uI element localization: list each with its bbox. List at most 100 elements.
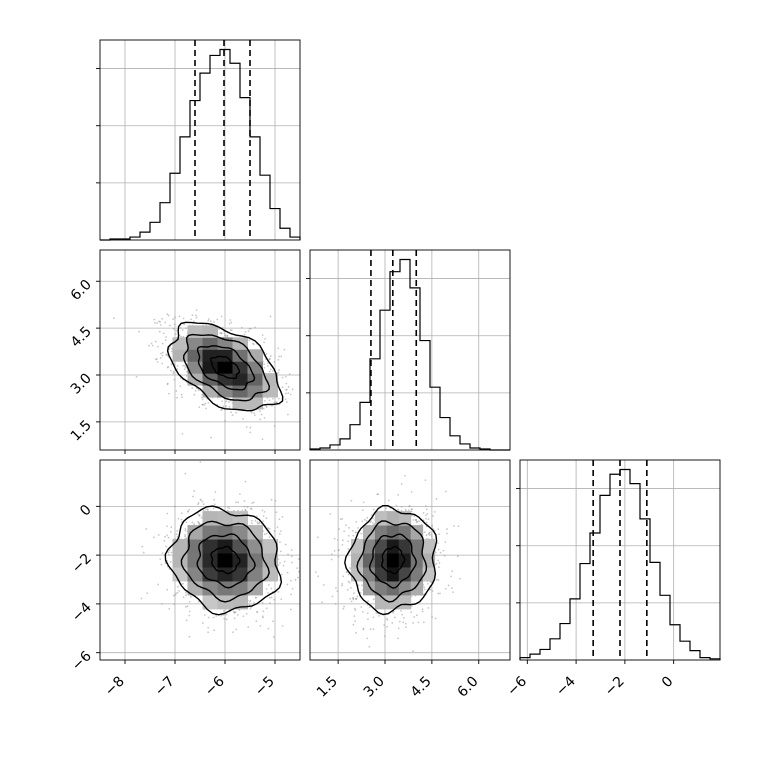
sample-point bbox=[265, 517, 268, 520]
sample-point bbox=[184, 529, 187, 532]
sample-point bbox=[269, 315, 272, 318]
sample-point bbox=[341, 543, 344, 546]
sample-point bbox=[298, 570, 300, 573]
xtick-label-p0: −5 bbox=[252, 674, 278, 700]
sample-point bbox=[349, 566, 351, 569]
sample-point bbox=[369, 628, 372, 631]
sample-point bbox=[429, 531, 431, 534]
sample-point bbox=[261, 438, 264, 441]
sample-point bbox=[430, 533, 433, 536]
sample-point bbox=[415, 518, 417, 521]
sample-point bbox=[142, 551, 145, 554]
sample-point bbox=[352, 623, 355, 626]
sample-point bbox=[421, 608, 424, 611]
sample-point bbox=[254, 519, 257, 522]
sample-point bbox=[280, 598, 283, 601]
sample-point bbox=[362, 627, 365, 630]
histogram-step-line bbox=[100, 48, 301, 241]
sample-point bbox=[438, 533, 441, 536]
panel-content bbox=[310, 460, 510, 660]
sample-point bbox=[256, 611, 258, 613]
sample-point bbox=[302, 546, 304, 548]
sample-point bbox=[159, 558, 162, 561]
density-cell bbox=[232, 539, 248, 554]
sample-point bbox=[188, 614, 191, 617]
xtick-label-p1: 4.5 bbox=[408, 674, 435, 701]
sample-point bbox=[184, 605, 187, 608]
sample-point bbox=[230, 321, 233, 324]
sample-point bbox=[252, 343, 255, 346]
sample-point bbox=[439, 551, 442, 554]
sample-point bbox=[159, 320, 162, 323]
sample-point bbox=[400, 609, 402, 612]
sample-point bbox=[433, 510, 436, 513]
sample-point bbox=[173, 323, 176, 326]
ytick-label-p2: −4 bbox=[69, 599, 95, 625]
sample-point bbox=[350, 600, 353, 603]
sample-point bbox=[172, 372, 175, 375]
sample-point bbox=[412, 519, 415, 521]
sample-point bbox=[403, 616, 405, 619]
density-cell bbox=[374, 580, 388, 596]
sample-point bbox=[444, 587, 447, 590]
sample-point bbox=[283, 348, 286, 351]
sample-point bbox=[456, 555, 459, 558]
sample-point bbox=[354, 609, 357, 612]
density-cell bbox=[386, 553, 400, 568]
sample-point bbox=[185, 594, 188, 597]
sample-point bbox=[278, 355, 280, 358]
sample-point bbox=[263, 533, 266, 536]
sample-point bbox=[366, 612, 369, 615]
sample-point bbox=[245, 612, 248, 615]
sample-point bbox=[166, 588, 169, 591]
sample-point bbox=[270, 404, 273, 407]
sample-point bbox=[166, 512, 169, 515]
sample-point bbox=[301, 523, 303, 525]
sample-point bbox=[235, 411, 237, 414]
sample-point bbox=[335, 586, 337, 589]
sample-point bbox=[253, 326, 256, 329]
sample-point bbox=[410, 490, 413, 493]
density-cell bbox=[232, 525, 248, 540]
sample-point bbox=[161, 602, 163, 605]
sample-point bbox=[357, 527, 359, 529]
sample-point bbox=[263, 510, 266, 513]
sample-point bbox=[175, 592, 178, 595]
sample-point bbox=[253, 602, 255, 604]
sample-point bbox=[279, 530, 282, 533]
sample-point bbox=[401, 613, 403, 616]
sample-point bbox=[279, 550, 282, 553]
sample-point bbox=[368, 645, 371, 648]
sample-point bbox=[356, 595, 359, 598]
sample-point bbox=[270, 596, 273, 599]
sample-point bbox=[290, 549, 293, 551]
sample-point bbox=[386, 618, 389, 621]
sample-point bbox=[235, 628, 238, 631]
sample-point bbox=[412, 650, 414, 653]
sample-point bbox=[290, 593, 293, 596]
sample-point bbox=[164, 339, 167, 342]
sample-point bbox=[376, 493, 379, 496]
sample-point bbox=[330, 558, 333, 561]
sample-point bbox=[431, 537, 434, 540]
sample-point bbox=[157, 345, 159, 348]
sample-point bbox=[191, 387, 194, 389]
sample-point bbox=[193, 490, 196, 492]
sample-point bbox=[291, 587, 294, 590]
sample-point bbox=[253, 412, 256, 415]
sample-point bbox=[200, 499, 202, 501]
sample-point bbox=[195, 316, 198, 319]
sample-point bbox=[183, 364, 186, 367]
sample-point bbox=[343, 530, 346, 533]
sample-point bbox=[201, 622, 204, 625]
xtick-label-p0: −6 bbox=[202, 673, 228, 699]
sample-point bbox=[261, 334, 264, 337]
sample-point bbox=[281, 515, 284, 518]
sample-point bbox=[140, 597, 143, 600]
sample-point bbox=[197, 502, 200, 504]
sample-point bbox=[145, 528, 148, 530]
sample-point bbox=[164, 562, 167, 565]
density-cell bbox=[232, 594, 248, 610]
sample-point bbox=[193, 523, 195, 525]
sample-point bbox=[423, 586, 425, 588]
